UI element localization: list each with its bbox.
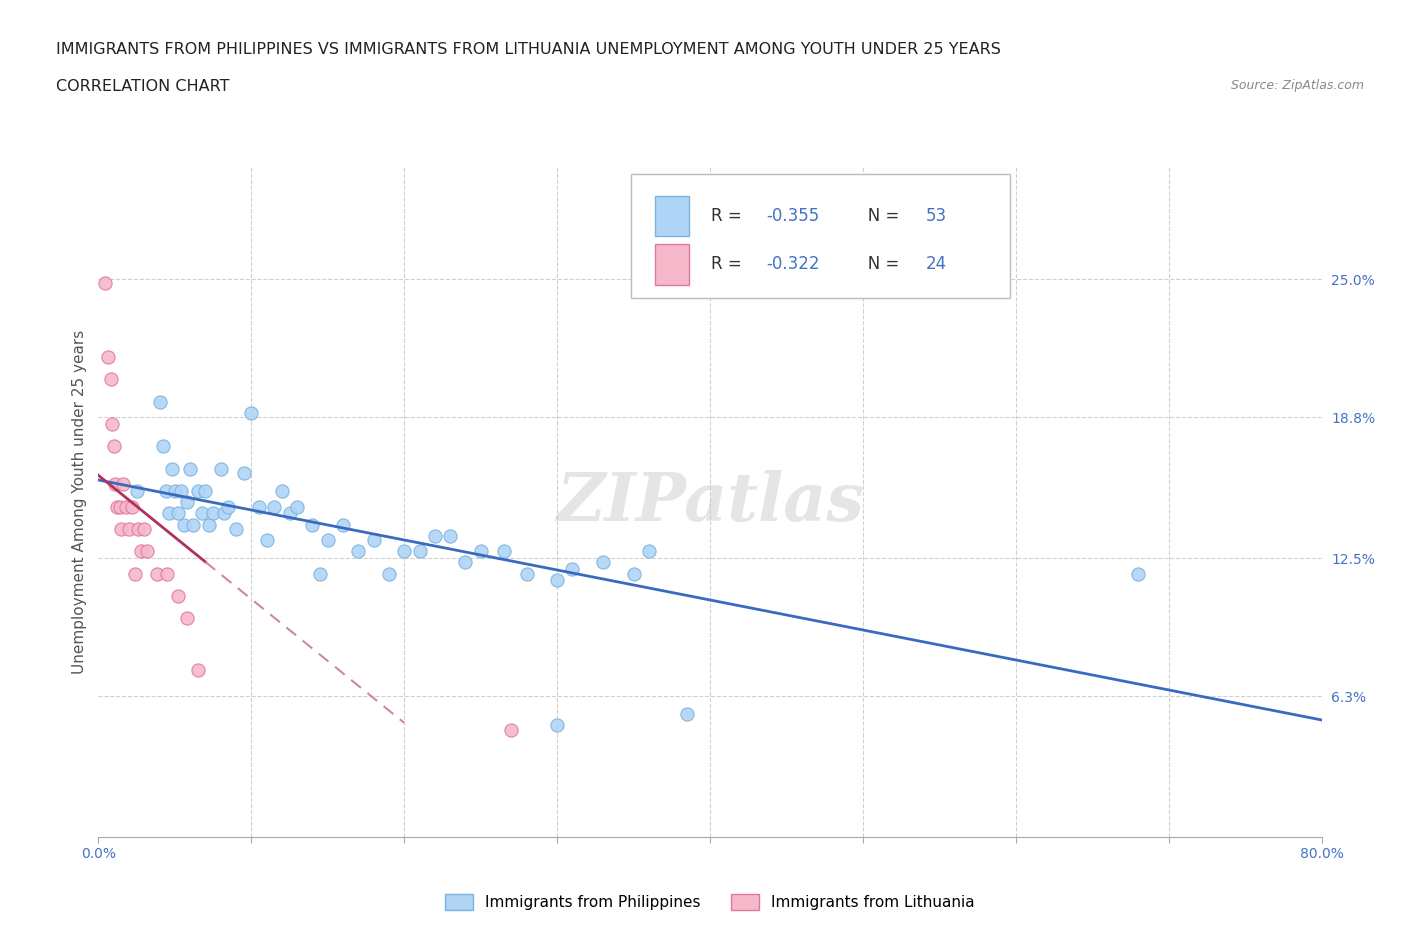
Point <box>115 499 138 514</box>
Point <box>309 566 332 581</box>
Point <box>93 276 115 291</box>
Point <box>247 499 270 514</box>
Point <box>125 484 148 498</box>
Point <box>191 506 214 521</box>
Point <box>163 484 186 498</box>
Point <box>546 573 568 588</box>
Point <box>392 544 416 559</box>
FancyBboxPatch shape <box>630 174 1010 298</box>
Text: ZIPatlas: ZIPatlas <box>557 470 863 535</box>
Point <box>592 555 614 570</box>
FancyBboxPatch shape <box>655 196 689 236</box>
Point <box>423 528 446 543</box>
Point <box>145 566 167 581</box>
Point <box>285 499 308 514</box>
Point <box>225 522 247 537</box>
Point <box>118 522 141 537</box>
Point <box>156 566 179 581</box>
Point <box>176 611 198 626</box>
Point <box>179 461 201 476</box>
Point <box>121 499 143 514</box>
Text: R =: R = <box>711 207 747 225</box>
Point <box>270 484 292 498</box>
Point <box>408 544 430 559</box>
Text: 53: 53 <box>925 207 946 225</box>
Text: R =: R = <box>711 256 747 273</box>
Point <box>167 506 190 521</box>
Point <box>197 517 219 532</box>
Text: -0.355: -0.355 <box>766 207 820 225</box>
Point <box>637 544 661 559</box>
Point <box>157 506 180 521</box>
Point <box>105 499 128 514</box>
Text: -0.322: -0.322 <box>766 256 820 273</box>
Y-axis label: Unemployment Among Youth under 25 years: Unemployment Among Youth under 25 years <box>72 330 87 674</box>
Point <box>212 506 235 521</box>
Text: 24: 24 <box>925 256 946 273</box>
Text: N =: N = <box>852 207 904 225</box>
Point <box>100 372 122 387</box>
Point <box>124 566 146 581</box>
Point <box>101 417 124 432</box>
Point <box>104 477 127 492</box>
Point <box>561 562 583 577</box>
Point <box>136 544 159 559</box>
Point <box>623 566 645 581</box>
Text: IMMIGRANTS FROM PHILIPPINES VS IMMIGRANTS FROM LITHUANIA UNEMPLOYMENT AMONG YOUT: IMMIGRANTS FROM PHILIPPINES VS IMMIGRANT… <box>56 42 1001 57</box>
Point <box>187 484 209 498</box>
Point <box>470 544 492 559</box>
Point <box>378 566 401 581</box>
Point <box>202 506 225 521</box>
Point <box>332 517 354 532</box>
Point <box>439 528 461 543</box>
Point <box>209 461 232 476</box>
Point <box>256 533 278 548</box>
Text: CORRELATION CHART: CORRELATION CHART <box>56 79 229 94</box>
Point <box>181 517 204 532</box>
Point <box>149 394 172 409</box>
Point <box>103 439 125 454</box>
Point <box>501 723 523 737</box>
Point <box>676 707 699 722</box>
Point <box>217 499 239 514</box>
Point <box>152 439 174 454</box>
Point <box>263 499 285 514</box>
Point <box>316 533 339 548</box>
Point <box>194 484 217 498</box>
Point <box>278 506 301 521</box>
FancyBboxPatch shape <box>655 245 689 285</box>
Point <box>546 718 568 733</box>
Point <box>454 555 477 570</box>
Point <box>111 477 134 492</box>
Point <box>155 484 177 498</box>
Point <box>110 522 132 537</box>
Text: Source: ZipAtlas.com: Source: ZipAtlas.com <box>1230 79 1364 92</box>
Point <box>129 544 152 559</box>
Text: N =: N = <box>852 256 904 273</box>
Point <box>187 662 209 677</box>
Point <box>240 405 263 420</box>
Point <box>134 522 156 537</box>
Point <box>176 495 198 510</box>
Point <box>97 350 120 365</box>
Point <box>108 499 131 514</box>
Point <box>173 517 195 532</box>
Point <box>167 589 190 604</box>
Point <box>232 466 254 481</box>
Point <box>160 461 183 476</box>
Point <box>1128 566 1150 581</box>
Point <box>492 544 515 559</box>
Point <box>347 544 370 559</box>
Point <box>516 566 538 581</box>
Legend: Immigrants from Philippines, Immigrants from Lithuania: Immigrants from Philippines, Immigrants … <box>439 888 981 916</box>
Point <box>363 533 385 548</box>
Point <box>127 522 149 537</box>
Point <box>170 484 193 498</box>
Point <box>301 517 323 532</box>
